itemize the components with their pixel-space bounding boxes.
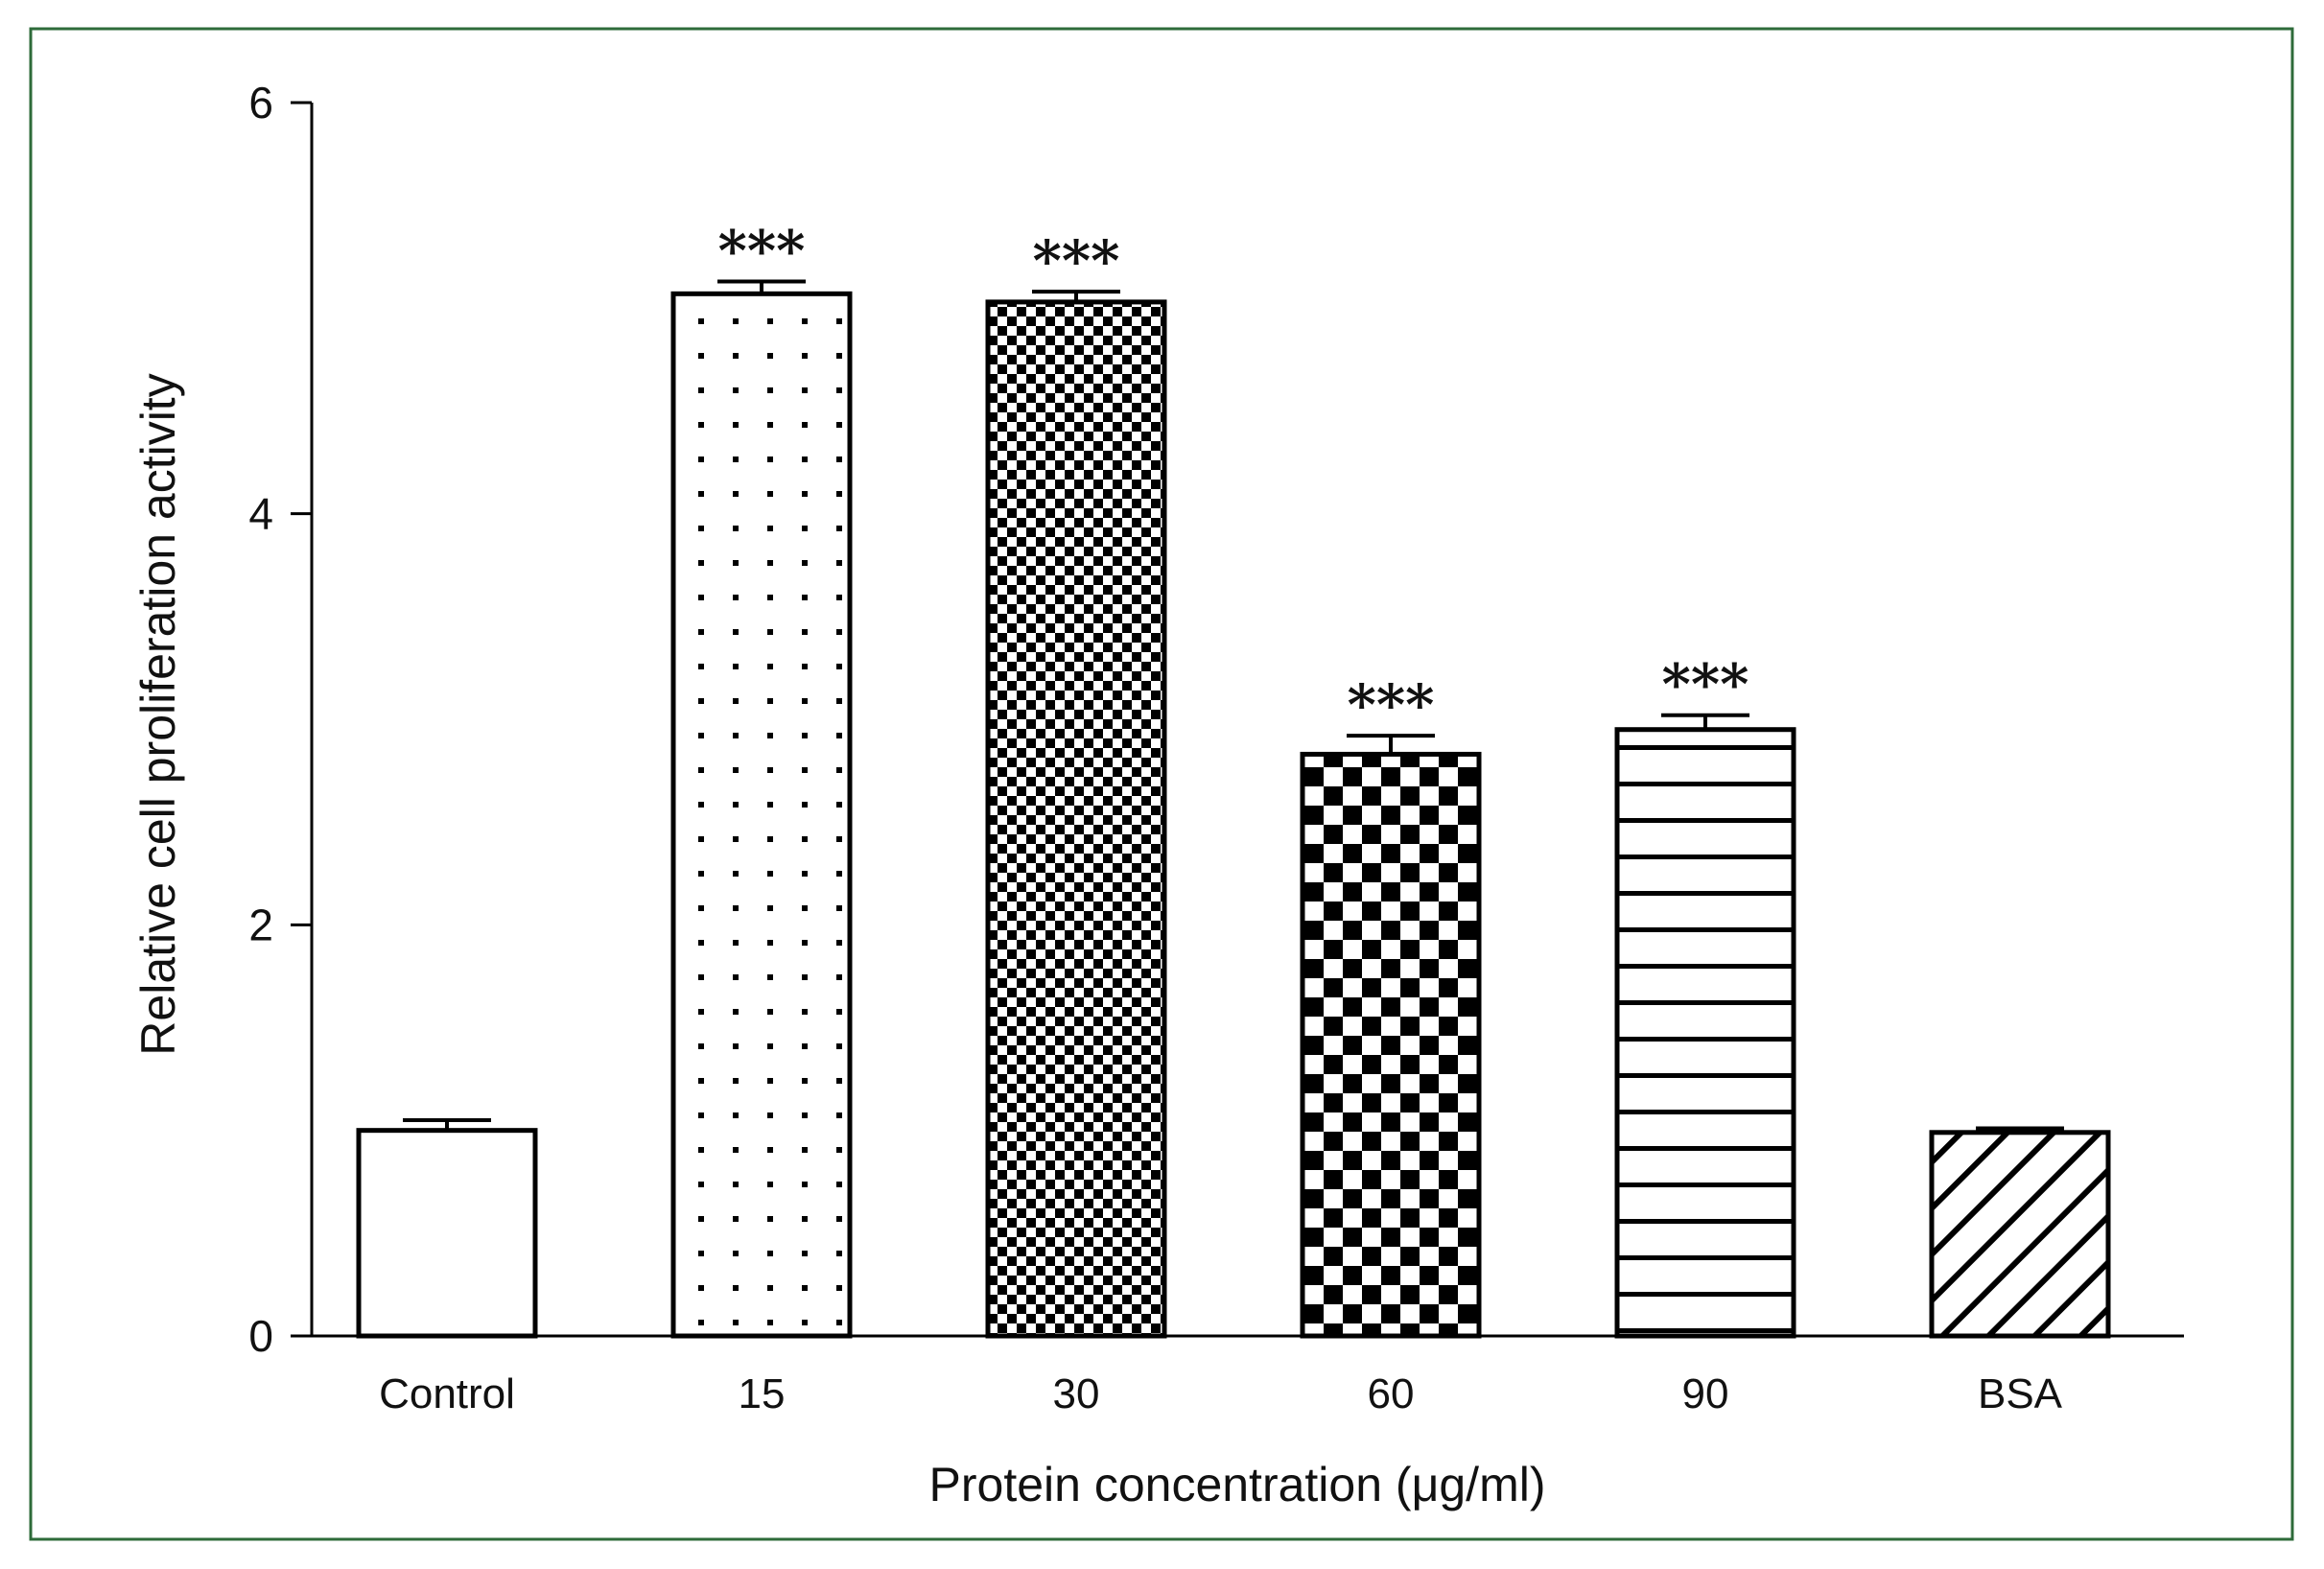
bar-30 — [985, 299, 1167, 1339]
bar-60 — [1300, 751, 1482, 1339]
y-axis-title: Relative cell proliferation activity — [131, 373, 185, 1055]
bar-bsa — [1929, 1130, 2111, 1339]
x-category-label: Control — [379, 1370, 515, 1417]
y-tick-label: 4 — [248, 489, 273, 539]
x-category-label: 15 — [739, 1370, 786, 1417]
x-category-label: BSA — [1978, 1370, 2063, 1417]
significance-label: *** — [1033, 228, 1120, 293]
figure-frame — [29, 27, 2294, 1541]
significance-label: *** — [1348, 672, 1435, 738]
x-category-label: 60 — [1368, 1370, 1415, 1417]
axes — [310, 103, 2184, 1338]
y-tick-label: 2 — [248, 900, 273, 949]
bar-15 — [670, 291, 853, 1339]
significance-label: *** — [1662, 652, 1749, 717]
x-category-label: 90 — [1682, 1370, 1729, 1417]
x-category-label: 30 — [1053, 1370, 1100, 1417]
bar-90 — [1614, 727, 1796, 1339]
bars: *** *** *** *** — [356, 218, 2111, 1339]
y-tick-label: 0 — [248, 1311, 273, 1361]
y-ticks: 0 2 4 6 — [248, 78, 312, 1361]
significance-label: *** — [718, 218, 806, 283]
x-labels: Control 15 30 60 90 BSA — [379, 1370, 2063, 1417]
x-axis-title: Protein concentration (μg/ml) — [929, 1458, 1546, 1511]
y-tick-label: 6 — [248, 78, 273, 128]
bar-control — [356, 1128, 538, 1339]
